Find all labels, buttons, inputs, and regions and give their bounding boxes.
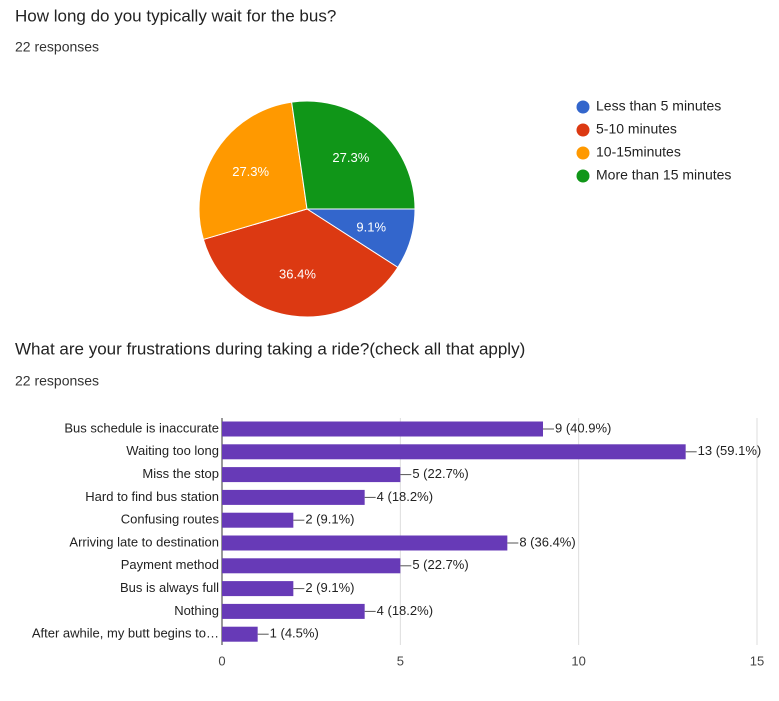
- value-label: 4 (18.2%): [377, 489, 433, 504]
- value-label: 8 (36.4%): [519, 534, 575, 549]
- legend-swatch: [576, 100, 590, 114]
- bar: [222, 603, 365, 619]
- y-tick-label: Arriving late to destination: [69, 534, 219, 549]
- value-label: 2 (9.1%): [305, 512, 354, 527]
- bar: [222, 489, 365, 505]
- chart-title: How long do you typically wait for the b…: [15, 6, 336, 25]
- legend-label: 5-10 minutes: [596, 121, 677, 137]
- bar: [222, 467, 401, 483]
- y-tick-label: After awhile, my butt begins to…: [32, 626, 219, 641]
- bar: [222, 444, 686, 460]
- value-label: 13 (59.1%): [698, 443, 762, 458]
- x-tick-label: 0: [218, 653, 225, 668]
- pie-slice: [198, 101, 308, 241]
- legend-swatch: [576, 169, 590, 183]
- y-tick-label: Bus is always full: [120, 580, 219, 595]
- x-tick-label: 15: [750, 653, 764, 668]
- x-tick-label: 10: [571, 653, 585, 668]
- chart-subtitle: 22 responses: [15, 39, 99, 55]
- legend-label: More than 15 minutes: [596, 167, 731, 183]
- value-label: 1 (4.5%): [270, 626, 319, 641]
- value-label: 5 (22.7%): [412, 466, 468, 481]
- y-tick-label: Miss the stop: [142, 466, 219, 481]
- bar: [222, 421, 543, 437]
- y-tick-label: Bus schedule is inaccurate: [64, 420, 219, 435]
- value-label: 4 (18.2%): [377, 603, 433, 618]
- value-label: 9 (40.9%): [555, 420, 611, 435]
- pie-slice: [202, 208, 399, 318]
- bar: [222, 581, 294, 597]
- chart-subtitle: 22 responses: [15, 373, 99, 389]
- legend-label: Less than 5 minutes: [596, 98, 721, 114]
- slice-label: 36.4%: [279, 267, 316, 282]
- y-tick-label: Waiting too long: [126, 443, 219, 458]
- value-label: 5 (22.7%): [412, 557, 468, 572]
- bar: [222, 535, 508, 551]
- y-tick-label: Confusing routes: [121, 512, 220, 527]
- chart-title: What are your frustrations during taking…: [15, 339, 525, 358]
- pie-slice: [291, 100, 416, 210]
- y-tick-label: Payment method: [121, 557, 219, 572]
- legend-label: 10-15minutes: [596, 144, 681, 160]
- y-tick-label: Hard to find bus station: [85, 489, 219, 504]
- x-tick-label: 5: [397, 653, 404, 668]
- slice-label: 27.3%: [332, 150, 369, 165]
- slice-label: 27.3%: [232, 164, 269, 179]
- slice-label: 9.1%: [356, 219, 386, 234]
- bar: [222, 512, 294, 528]
- y-tick-label: Nothing: [174, 603, 219, 618]
- legend-swatch: [576, 146, 590, 160]
- bar: [222, 558, 401, 574]
- bar: [222, 626, 258, 642]
- value-label: 2 (9.1%): [305, 580, 354, 595]
- legend-swatch: [576, 123, 590, 137]
